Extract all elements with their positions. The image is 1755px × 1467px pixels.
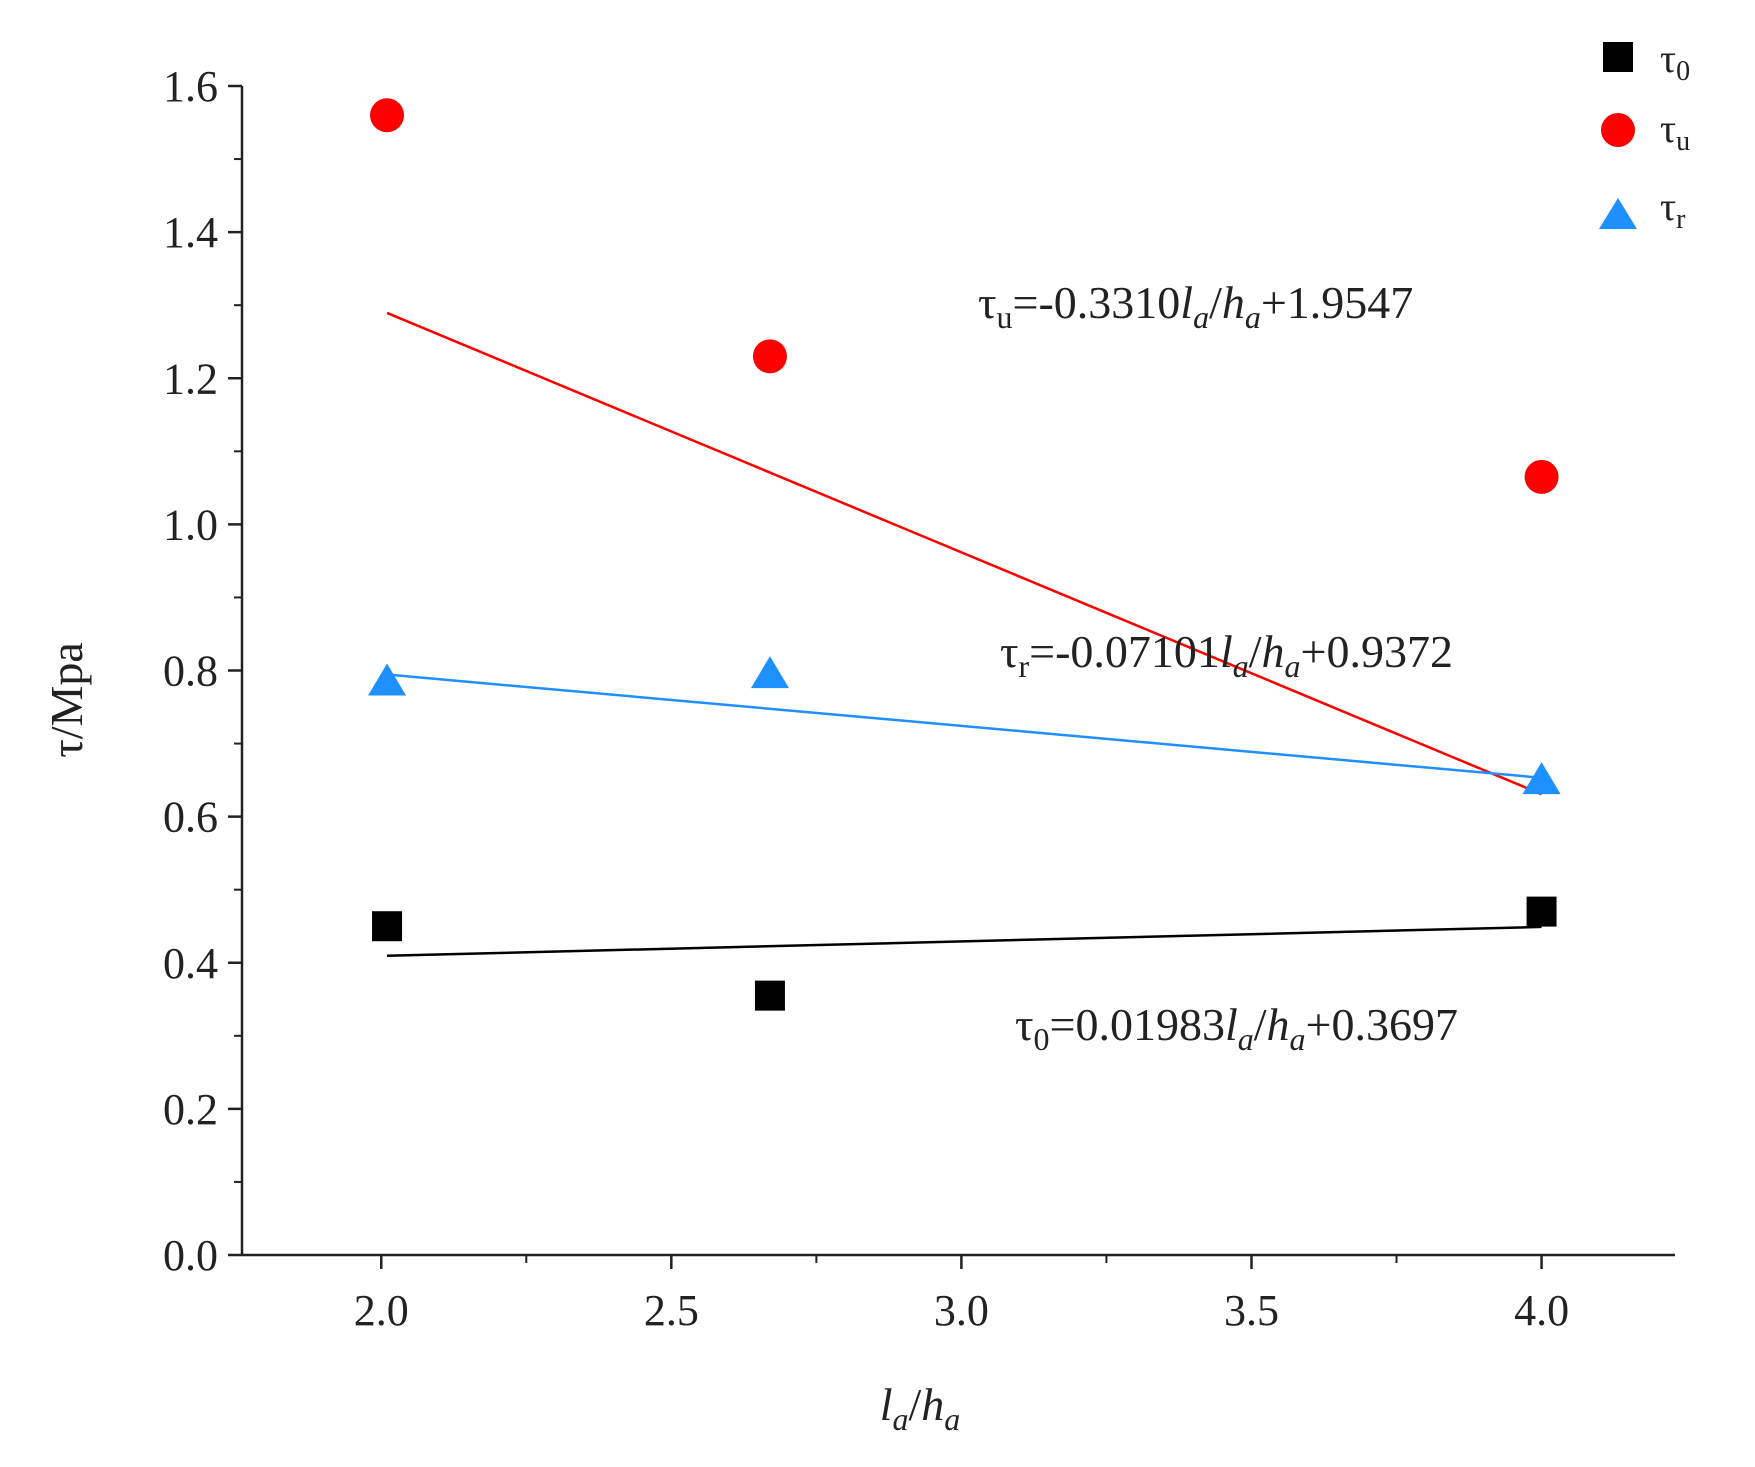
data-point-tauu — [1524, 459, 1559, 494]
x-tick-label: 2.0 — [354, 1286, 409, 1335]
y-tick-label: 1.4 — [163, 208, 218, 257]
data-point-taur — [1522, 762, 1561, 795]
legend-marker-square — [1603, 42, 1633, 72]
x-tick-label: 2.5 — [644, 1286, 699, 1335]
x-axis-title: la/ha — [880, 1379, 961, 1437]
legend-label-tauu: τu — [1660, 106, 1690, 157]
y-axis-ticks: 0.0 0.2 0.4 0.6 0.8 1.0 1.2 1.4 1.6 — [163, 62, 242, 1280]
data-point-tauu — [752, 339, 787, 374]
data-point-tau0 — [1526, 896, 1557, 927]
legend-item-tauu: τu — [1601, 106, 1690, 157]
y-tick-label: 0.4 — [163, 939, 218, 988]
y-axis-title: τ/Mpa — [41, 642, 92, 758]
fit-line-tau0 — [387, 925, 1542, 958]
fit-line-taur — [386, 673, 1542, 780]
data-point-tau0 — [754, 980, 785, 1011]
x-tick-label: 3.0 — [934, 1286, 989, 1335]
y-tick-label: 0.6 — [163, 793, 218, 842]
y-tick-label: 0.2 — [163, 1085, 218, 1134]
legend-label-tau0: τ0 — [1660, 36, 1690, 87]
y-tick-label: 1.2 — [163, 354, 218, 403]
equation-taur: τr=-0.07101la/ha+0.9372 — [1000, 626, 1453, 684]
legend-item-tau0: τ0 — [1603, 36, 1690, 87]
y-tick-label: 0.0 — [163, 1231, 218, 1280]
data-markers — [368, 98, 1561, 1011]
x-title-slash: / — [909, 1379, 922, 1430]
x-tick-label: 4.0 — [1514, 1286, 1569, 1335]
y-tick-label: 1.6 — [163, 62, 218, 111]
x-title-l-sub: a — [893, 1401, 909, 1437]
legend-marker-circle — [1601, 113, 1635, 147]
x-title-h-sub: a — [944, 1401, 960, 1437]
equation-tauu: τu=-0.3310la/ha+1.9547 — [978, 277, 1413, 335]
equation-tau0: τ0=0.01983la/ha+0.3697 — [1015, 999, 1458, 1057]
legend-item-taur: τr — [1599, 184, 1686, 235]
y-tick-label: 0.8 — [163, 647, 218, 696]
legend-label-taur: τr — [1660, 184, 1686, 235]
data-point-tau0 — [372, 911, 403, 942]
data-point-tauu — [370, 98, 405, 133]
legend: τ0 τu τr — [1599, 36, 1690, 235]
fit-line-tauu — [386, 311, 1543, 796]
x-axis-ticks: 2.0 2.5 3.0 3.5 4.0 — [354, 1255, 1569, 1335]
legend-marker-triangle — [1599, 198, 1637, 229]
x-title-l: l — [880, 1379, 893, 1430]
x-title-h: h — [921, 1379, 944, 1430]
data-point-taur — [368, 663, 407, 696]
data-point-taur — [750, 656, 789, 689]
y-tick-label: 1.0 — [163, 500, 218, 549]
x-tick-label: 3.5 — [1224, 1286, 1279, 1335]
fit-lines — [386, 311, 1543, 958]
